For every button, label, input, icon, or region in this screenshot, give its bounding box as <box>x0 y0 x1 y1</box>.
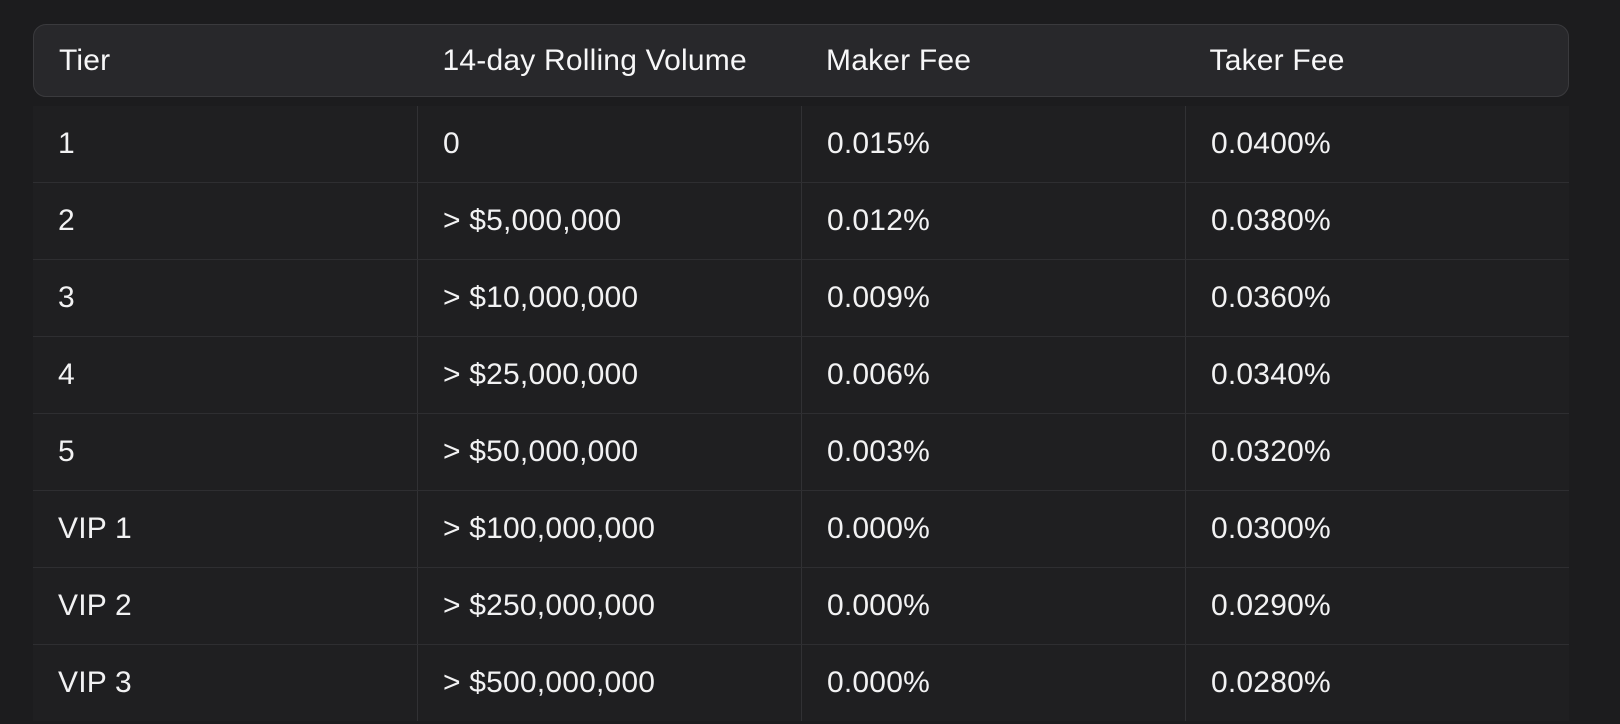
fee-table-header: Tier 14-day Rolling Volume Maker Fee Tak… <box>33 24 1569 97</box>
cell-volume: > $100,000,000 <box>417 491 801 567</box>
table-row: 1 0 0.015% 0.0400% <box>33 106 1569 182</box>
cell-taker: 0.0380% <box>1185 183 1569 259</box>
cell-maker: 0.015% <box>801 106 1185 182</box>
cell-maker: 0.009% <box>801 260 1185 336</box>
header-cell-taker: Taker Fee <box>1209 43 1345 77</box>
table-row: 5 > $50,000,000 0.003% 0.0320% <box>33 413 1569 490</box>
cell-volume: > $50,000,000 <box>417 414 801 490</box>
cell-volume: > $25,000,000 <box>417 337 801 413</box>
cell-taker: 0.0400% <box>1185 106 1569 182</box>
table-row: 3 > $10,000,000 0.009% 0.0360% <box>33 259 1569 336</box>
cell-maker: 0.000% <box>801 645 1185 721</box>
cell-maker: 0.006% <box>801 337 1185 413</box>
table-row: 4 > $25,000,000 0.006% 0.0340% <box>33 336 1569 413</box>
cell-maker: 0.000% <box>801 568 1185 644</box>
cell-taker: 0.0290% <box>1185 568 1569 644</box>
cell-volume: > $500,000,000 <box>417 645 801 721</box>
cell-tier: VIP 2 <box>58 589 132 622</box>
cell-volume: > $5,000,000 <box>417 183 801 259</box>
cell-taker: 0.0340% <box>1185 337 1569 413</box>
header-cell-maker: Maker Fee <box>826 43 972 77</box>
fee-table-body: 1 0 0.015% 0.0400% 2 > $5,000,000 0.012%… <box>33 106 1569 721</box>
cell-taker: 0.0280% <box>1185 645 1569 721</box>
cell-volume: > $10,000,000 <box>417 260 801 336</box>
cell-tier: 3 <box>58 281 75 314</box>
table-row: VIP 3 > $500,000,000 0.000% 0.0280% <box>33 644 1569 721</box>
fee-tier-table: Tier 14-day Rolling Volume Maker Fee Tak… <box>33 24 1569 721</box>
cell-volume: 0 <box>417 106 801 182</box>
table-row: VIP 1 > $100,000,000 0.000% 0.0300% <box>33 490 1569 567</box>
table-row: VIP 2 > $250,000,000 0.000% 0.0290% <box>33 567 1569 644</box>
cell-tier: 1 <box>58 127 75 160</box>
cell-maker: 0.000% <box>801 491 1185 567</box>
cell-taker: 0.0300% <box>1185 491 1569 567</box>
cell-maker: 0.003% <box>801 414 1185 490</box>
cell-taker: 0.0320% <box>1185 414 1569 490</box>
cell-maker: 0.012% <box>801 183 1185 259</box>
cell-taker: 0.0360% <box>1185 260 1569 336</box>
header-cell-volume: 14-day Rolling Volume <box>442 43 747 77</box>
cell-tier: 2 <box>58 204 75 237</box>
cell-tier: 4 <box>58 358 75 391</box>
header-cell-tier: Tier <box>59 43 111 77</box>
cell-tier: 5 <box>58 435 75 468</box>
cell-tier: VIP 1 <box>58 512 132 545</box>
cell-volume: > $250,000,000 <box>417 568 801 644</box>
table-row: 2 > $5,000,000 0.012% 0.0380% <box>33 182 1569 259</box>
cell-tier: VIP 3 <box>58 666 132 699</box>
